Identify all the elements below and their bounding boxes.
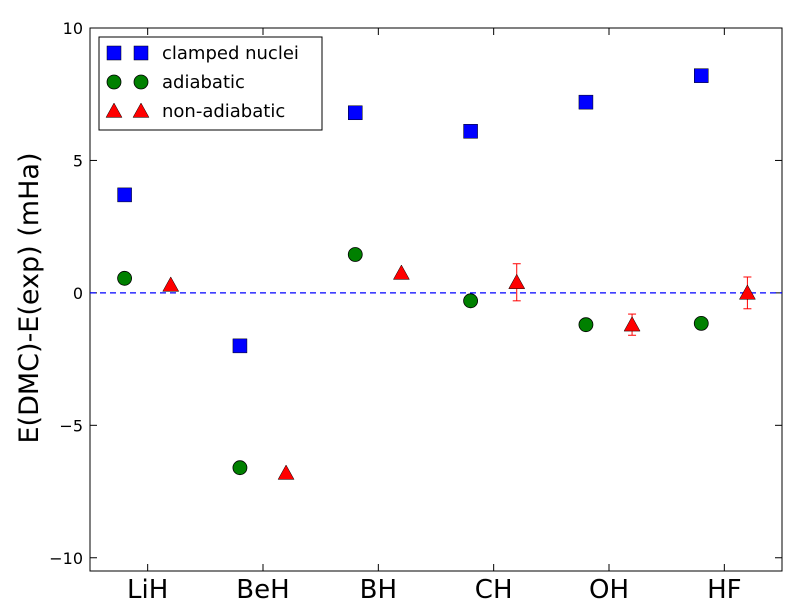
y-tick-label: −10: [49, 549, 83, 568]
clamped-nuclei-point: [348, 105, 363, 121]
legend-marker-adiabatic: [133, 74, 149, 90]
x-tick-label: BH: [360, 575, 397, 605]
adiabatic-point: [463, 293, 479, 309]
x-tick-label: CH: [475, 575, 513, 605]
legend-marker-clamped-nuclei: [106, 45, 122, 61]
adiabatic-point: [117, 270, 132, 286]
non-adiabatic-point: [738, 284, 756, 300]
legend-marker-clamped-nuclei: [133, 45, 149, 61]
y-tick-label: 5: [73, 151, 83, 170]
clamped-nuclei-point: [232, 338, 248, 354]
legend-marker-adiabatic: [106, 74, 122, 90]
legend: clamped nuclei adiabatic non-adiabatic: [98, 36, 323, 131]
clamped-nuclei-point: [463, 124, 478, 139]
legend-label-clamped-nuclei: clamped nuclei: [162, 43, 299, 64]
x-tick-label: OH: [589, 575, 629, 605]
adiabatic-point: [578, 317, 594, 333]
y-tick-label: 10: [63, 19, 83, 38]
plot-frame: [89, 27, 783, 572]
legend-label-non-adiabatic: non-adiabatic: [162, 101, 285, 122]
non-adiabatic-point: [623, 316, 641, 332]
non-adiabatic-point: [277, 464, 295, 480]
clamped-nuclei-point: [578, 94, 594, 110]
x-tick-label: HF: [707, 575, 742, 605]
non-adiabatic-point: [392, 264, 410, 280]
legend-marker-non-adiabatic: [105, 102, 123, 118]
x-tick-label: LiH: [127, 575, 168, 605]
legend-label-adiabatic: adiabatic: [162, 72, 245, 93]
adiabatic-point: [693, 315, 709, 331]
plot-area: 10 5 0 −5 −10 LiH BeH BH CH OH HF: [49, 19, 783, 605]
non-adiabatic-point: [508, 273, 526, 289]
x-tick-label: BeH: [236, 575, 289, 605]
non-adiabatic-point: [162, 276, 180, 292]
adiabatic-point: [347, 247, 363, 262]
y-tick-label: −5: [59, 416, 83, 435]
y-axis-label: E(DMC)-E(exp) (mHa): [14, 153, 45, 444]
legend-marker-non-adiabatic: [132, 102, 150, 118]
clamped-nuclei-point: [117, 187, 132, 203]
y-tick-label: 0: [73, 284, 83, 303]
clamped-nuclei-point: [694, 68, 709, 83]
adiabatic-point: [232, 460, 248, 476]
